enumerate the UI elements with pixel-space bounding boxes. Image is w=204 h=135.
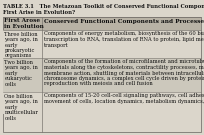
Text: years ago, in: years ago, in — [4, 65, 38, 70]
Text: Components of 15-20 cell-cell signaling pathways, cell adhesion process-: Components of 15-20 cell-cell signaling … — [44, 94, 204, 99]
Text: cells: cells — [4, 82, 17, 87]
Text: One billion: One billion — [4, 94, 33, 99]
Bar — [3, 17, 201, 30]
Text: chromosome dynamics, a complex cell cycle driven by protein kinases and: chromosome dynamics, a complex cell cycl… — [44, 76, 204, 81]
Text: First Arose: First Arose — [4, 18, 41, 23]
Text: in Evolution: in Evolution — [4, 23, 44, 28]
Text: movement of cells, location dynamics, metabolism dynamics, proliferation of cell: movement of cells, location dynamics, me… — [44, 99, 204, 104]
Text: years ago, in: years ago, in — [4, 99, 38, 104]
Text: Components of energy metabolism, biosynthesis of the 60 building blocks,: Components of energy metabolism, biosynt… — [44, 31, 204, 36]
Text: TABLE 3.1   The Metazoan Toolkit of Conserved Functional Components and Proc-: TABLE 3.1 The Metazoan Toolkit of Conser… — [3, 4, 204, 9]
Text: prokaryotic: prokaryotic — [4, 48, 35, 53]
Text: First Arise in Evolution?: First Arise in Evolution? — [3, 9, 75, 14]
Text: Conserved Functional Components and Processes: Conserved Functional Components and Proc… — [44, 18, 204, 23]
Bar — [3, 58, 201, 92]
Bar — [3, 30, 201, 58]
Bar — [3, 92, 201, 114]
Text: transcription to RNA, translation of RNA to protein, lipid membrane synth-: transcription to RNA, translation of RNA… — [44, 37, 204, 42]
Text: early: early — [4, 43, 18, 48]
Text: Three billion: Three billion — [4, 31, 38, 36]
Text: multicellular: multicellular — [4, 110, 38, 115]
Text: Components of the formation of microfilament and microtubule cytoskele-: Components of the formation of microfila… — [44, 60, 204, 65]
Text: reproduction with meiosis and cell fusion: reproduction with meiosis and cell fusio… — [44, 82, 152, 87]
Text: membrane action, shuttling of materials between intracellular organelles, g: membrane action, shuttling of materials … — [44, 70, 204, 75]
Text: early: early — [4, 70, 18, 75]
Text: early: early — [4, 104, 18, 109]
Bar — [3, 17, 201, 132]
Text: cells: cells — [4, 116, 17, 121]
Text: organisms: organisms — [4, 53, 32, 58]
Text: Two billion: Two billion — [4, 60, 33, 65]
Text: materials along the cytoskeletons, contractility processes, movement of the: materials along the cytoskeletons, contr… — [44, 65, 204, 70]
Text: transport: transport — [44, 43, 68, 48]
Text: years ago, in: years ago, in — [4, 37, 38, 42]
Text: eukaryotic: eukaryotic — [4, 76, 32, 81]
